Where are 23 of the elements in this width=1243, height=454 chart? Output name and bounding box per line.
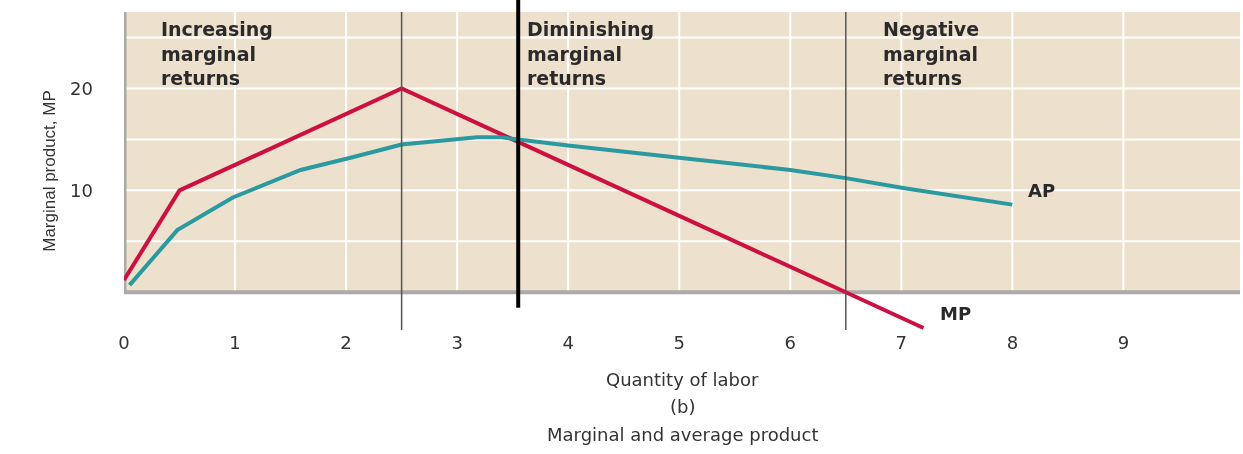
band-label: Increasing marginal returns <box>161 18 273 90</box>
x-tick-label: 8 <box>1006 332 1019 353</box>
y-tick-label: 20 <box>70 77 93 99</box>
x-tick-label: 1 <box>229 332 241 353</box>
x-tick-label: 5 <box>673 332 685 353</box>
x-tick-label: 7 <box>895 332 908 353</box>
line-series <box>124 86 926 330</box>
y-axis-title: Marginal product, MP <box>39 90 59 252</box>
band-label: Negative marginal returns <box>883 18 980 90</box>
x-tick-label: 0 <box>118 332 130 353</box>
x-tick-label: 4 <box>562 332 574 353</box>
x-axis-title: Quantity of labor <box>606 369 760 390</box>
line-series <box>127 135 1015 288</box>
series-label: MP <box>940 303 972 324</box>
x-tick-label: 2 <box>340 332 352 353</box>
x-tick-label: 9 <box>1117 332 1130 353</box>
text: Marginal and average product <box>547 424 819 445</box>
text: (b) <box>670 396 696 417</box>
y-tick-label: 10 <box>70 179 93 201</box>
band-label: Diminishing marginal returns <box>527 18 655 90</box>
series-label: AP <box>1028 180 1056 201</box>
x-tick-label: 3 <box>451 332 463 353</box>
x-tick-label: 6 <box>784 332 796 353</box>
